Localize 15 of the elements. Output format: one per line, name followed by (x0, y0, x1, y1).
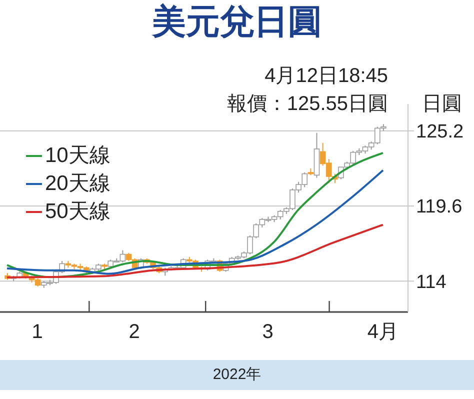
legend-label: 50天線 (45, 199, 110, 225)
y-tick-label: 125.2 (416, 122, 464, 143)
x-tick-label: 1 (32, 321, 43, 343)
x-tick-label: 3 (262, 321, 274, 343)
x-tick-label: 2 (128, 321, 140, 343)
chart-title: 美元兌日圓 (150, 2, 323, 43)
text: 4月12日18:45 (264, 64, 388, 89)
legend-label: 10天線 (45, 143, 110, 169)
y-tick-label: 119.6 (416, 196, 462, 218)
x-tick-label: 4月 (367, 321, 399, 343)
annotation: 報價：125.55日圓 (226, 92, 388, 117)
x-axis-title: 2022年 (0, 360, 474, 390)
y-tick-label: 114 (416, 272, 447, 293)
y-axis-title: 日圓 (421, 92, 463, 117)
legend-label: 20天線 (45, 171, 110, 197)
